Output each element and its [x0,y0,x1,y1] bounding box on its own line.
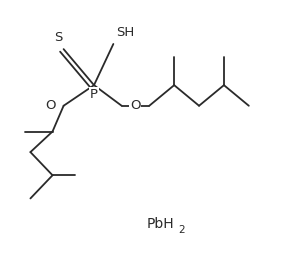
Text: S: S [54,31,62,44]
Text: SH: SH [116,26,134,39]
Text: PbH: PbH [147,217,174,231]
Text: P: P [90,88,98,101]
Text: 2: 2 [178,225,185,235]
Text: O: O [130,99,140,112]
Text: O: O [45,99,55,112]
